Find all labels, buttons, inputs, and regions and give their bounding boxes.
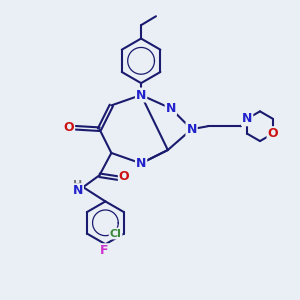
Text: N: N [73, 184, 83, 197]
Text: N: N [242, 112, 252, 125]
Text: N: N [136, 88, 146, 101]
Text: N: N [136, 157, 146, 170]
Text: O: O [268, 127, 278, 140]
Text: Cl: Cl [110, 229, 122, 238]
Text: N: N [186, 123, 197, 136]
Text: N: N [166, 102, 176, 115]
Text: H: H [73, 180, 83, 190]
Text: F: F [100, 244, 108, 257]
Text: O: O [64, 121, 74, 134]
Text: O: O [119, 170, 130, 183]
